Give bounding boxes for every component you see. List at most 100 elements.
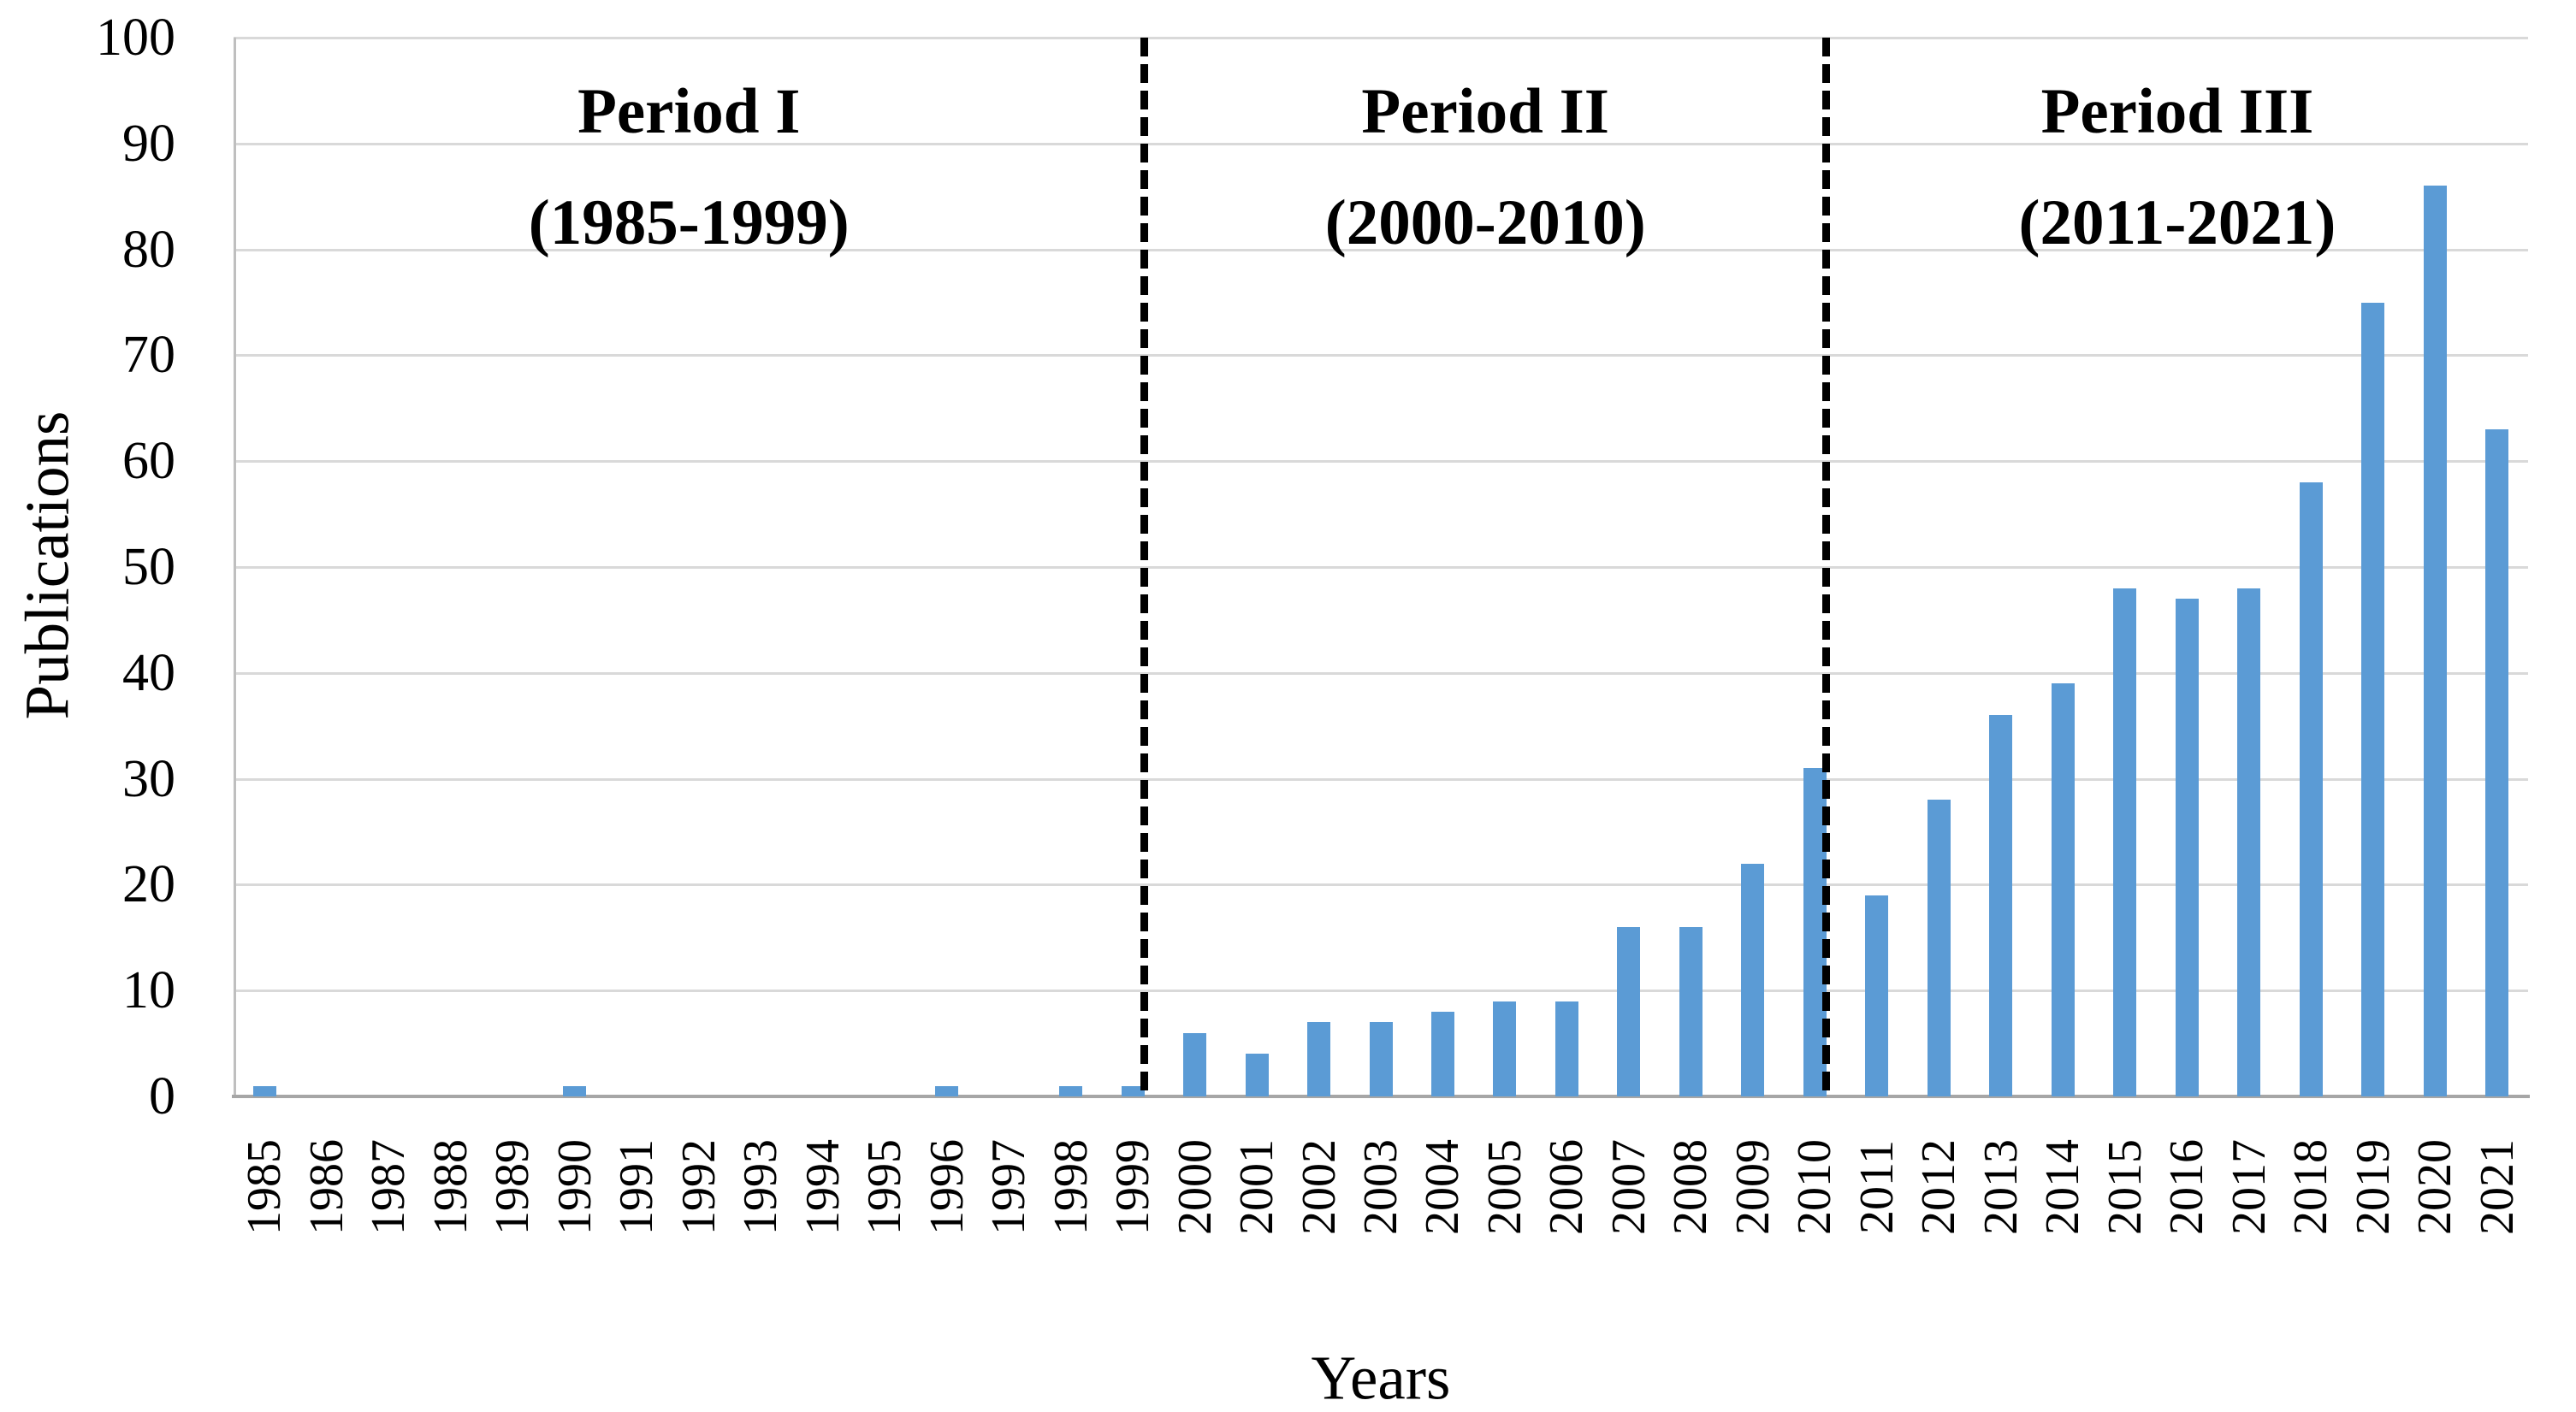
x-tick-label-1998: 1998 (1044, 1139, 1098, 1235)
y-tick-label-70: 70 (122, 326, 175, 385)
bar-1999 (1121, 1085, 1145, 1096)
gridline-y-60 (234, 460, 2528, 464)
bar-1998 (1059, 1085, 1083, 1096)
x-tick-label-1991: 1991 (610, 1139, 664, 1235)
x-tick-label-2000: 2000 (1168, 1139, 1222, 1235)
x-tick-label-2004: 2004 (1416, 1139, 1470, 1235)
y-tick-label-10: 10 (122, 961, 175, 1020)
gridline-y-40 (234, 671, 2528, 675)
x-tick-label-2021: 2021 (2470, 1139, 2524, 1235)
gridline-y-100 (234, 37, 2528, 39)
x-tick-label-2005: 2005 (1477, 1139, 1531, 1235)
x-tick-label-1997: 1997 (982, 1139, 1036, 1235)
gridline-y-10 (234, 990, 2528, 993)
gridline-y-80 (234, 248, 2528, 251)
period-range-text: (1985-1999) (528, 187, 850, 258)
y-tick-label-90: 90 (122, 114, 175, 173)
period-divider-after-2010 (1822, 38, 1831, 1096)
gridline-y-70 (234, 354, 2528, 357)
x-tick-label-2011: 2011 (1850, 1140, 1904, 1234)
bar-2007 (1617, 926, 1641, 1096)
period-title-2: Period II (2000-2010) (1057, 56, 1913, 279)
gridline-y-50 (234, 566, 2528, 569)
bar-2016 (2175, 599, 2199, 1096)
period-title-text: Period III (2040, 76, 2314, 147)
x-tick-label-1993: 1993 (734, 1139, 788, 1235)
bar-1996 (935, 1085, 959, 1096)
x-tick-label-1995: 1995 (858, 1139, 912, 1235)
bar-2017 (2237, 588, 2261, 1096)
bar-2014 (2051, 683, 2075, 1096)
y-tick-label-80: 80 (122, 220, 175, 279)
period-title-1: Period I (1985-1999) (261, 56, 1116, 279)
bar-2008 (1679, 926, 1703, 1096)
x-tick-label-1989: 1989 (486, 1139, 540, 1235)
bar-2009 (1741, 863, 1765, 1096)
y-axis-title: Publications (12, 411, 82, 720)
bar-2002 (1307, 1022, 1330, 1096)
bar-2004 (1430, 1011, 1454, 1096)
x-tick-label-2015: 2015 (2098, 1139, 2152, 1235)
x-tick-label-2003: 2003 (1354, 1139, 1407, 1235)
x-tick-label-2007: 2007 (1602, 1139, 1655, 1235)
gridline-y-30 (234, 777, 2528, 781)
x-tick-label-2001: 2001 (1230, 1139, 1284, 1235)
x-tick-label-2020: 2020 (2408, 1139, 2462, 1235)
x-tick-label-2017: 2017 (2222, 1139, 2276, 1235)
y-tick-label-30: 30 (122, 749, 175, 808)
period-divider-after-1999 (1140, 38, 1149, 1096)
bar-2000 (1183, 1032, 1207, 1096)
x-tick-label-2010: 2010 (1788, 1139, 1842, 1235)
y-axis-line (234, 38, 236, 1096)
period-title-text: Period II (1361, 76, 1609, 147)
x-tick-label-1985: 1985 (238, 1139, 292, 1235)
bar-2012 (1927, 800, 1951, 1096)
bar-1985 (252, 1085, 276, 1096)
bar-2015 (2113, 588, 2137, 1096)
y-tick-label-20: 20 (122, 855, 175, 914)
x-tick-label-1992: 1992 (672, 1139, 725, 1235)
bar-2021 (2485, 429, 2509, 1096)
x-tick-label-1990: 1990 (548, 1139, 601, 1235)
x-tick-label-2008: 2008 (1664, 1139, 1718, 1235)
y-tick-label-60: 60 (122, 432, 175, 491)
period-range-text: (2000-2010) (1324, 187, 1646, 258)
x-tick-label-2009: 2009 (1726, 1139, 1780, 1235)
x-tick-label-1994: 1994 (796, 1139, 850, 1235)
x-axis-title: Years (1311, 1343, 1451, 1412)
bar-2013 (1989, 715, 2013, 1096)
x-tick-label-2013: 2013 (1974, 1139, 2028, 1235)
y-tick-label-0: 0 (149, 1067, 175, 1125)
x-tick-label-2006: 2006 (1540, 1139, 1594, 1235)
bar-2020 (2423, 186, 2447, 1096)
period-title-text: Period I (577, 76, 801, 147)
bar-2001 (1245, 1054, 1269, 1096)
bar-2005 (1493, 1001, 1517, 1096)
x-tick-label-1999: 1999 (1106, 1139, 1160, 1235)
y-tick-label-40: 40 (122, 643, 175, 702)
bar-2011 (1865, 895, 1889, 1096)
x-tick-label-1988: 1988 (423, 1139, 477, 1235)
bar-1990 (563, 1085, 587, 1096)
bar-2019 (2361, 302, 2385, 1096)
gridline-y-90 (234, 142, 2528, 145)
bar-2003 (1369, 1022, 1393, 1096)
x-tick-label-1987: 1987 (362, 1139, 416, 1235)
y-tick-label-50: 50 (122, 538, 175, 596)
x-tick-label-1986: 1986 (299, 1139, 353, 1235)
period-title-3: Period III (2011-2021) (1750, 56, 2576, 279)
x-tick-label-2002: 2002 (1292, 1139, 1346, 1235)
x-tick-label-2016: 2016 (2160, 1139, 2214, 1235)
y-tick-label-100: 100 (96, 9, 175, 67)
x-tick-label-2019: 2019 (2346, 1139, 2400, 1235)
period-range-text: (2011-2021) (2018, 187, 2336, 258)
gridline-y-20 (234, 883, 2528, 887)
x-tick-label-1996: 1996 (920, 1139, 974, 1235)
bar-2018 (2299, 481, 2323, 1096)
x-tick-label-2018: 2018 (2284, 1139, 2338, 1235)
x-axis-line (232, 1095, 2530, 1098)
x-tick-label-2012: 2012 (1912, 1139, 1966, 1235)
x-tick-label-2014: 2014 (2036, 1139, 2090, 1235)
